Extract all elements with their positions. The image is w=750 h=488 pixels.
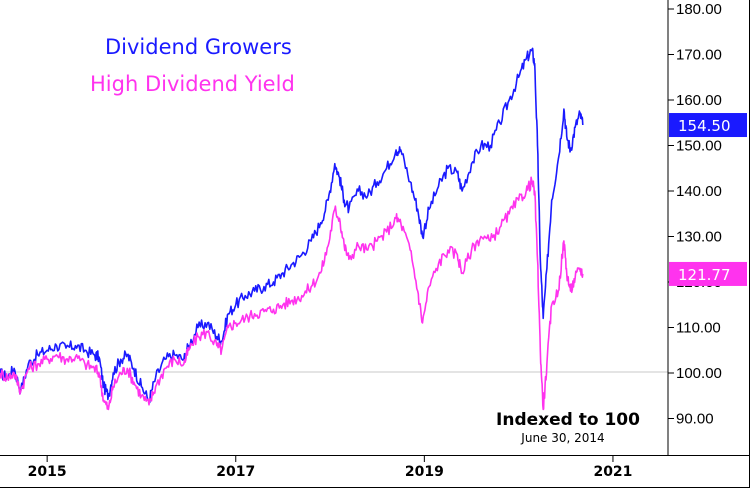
annotation-date: June 30, 2014 <box>520 431 604 445</box>
y-axis-ticks: 180.00170.00160.00150.00140.00130.00120.… <box>668 1 722 428</box>
y-tick-label: 110.00 <box>676 320 721 337</box>
x-tick-label: 2019 <box>405 464 444 480</box>
x-tick-label: 2017 <box>216 464 255 480</box>
last-value-tag-dividend-growers: 154.50 <box>669 113 747 138</box>
x-tick-label: 2015 <box>28 464 67 480</box>
last-value-tag-box <box>669 113 747 138</box>
last-value-tag-box <box>669 261 747 286</box>
last-value-tags: 154.50 121.77 <box>669 113 747 286</box>
annotation-indexed: Indexed to 100 <box>496 410 640 430</box>
last-value-tag-high-dividend-yield: 121.77 <box>669 261 747 286</box>
y-tick-label: 160.00 <box>676 92 722 109</box>
x-tick-label: 2021 <box>593 464 632 480</box>
last-value-tag-label: 121.77 <box>678 266 731 284</box>
last-value-tag-label: 154.50 <box>678 117 731 135</box>
y-tick-label: 180.00 <box>676 1 722 18</box>
legend-label-dividend-growers: Dividend Growers <box>105 35 292 59</box>
x-axis-ticks: 2015 2017 2019 2021 <box>28 456 632 480</box>
y-tick-label: 150.00 <box>676 138 722 155</box>
y-tick-label: 170.00 <box>676 47 722 64</box>
y-tick-label: 90.00 <box>676 411 714 428</box>
series-layer <box>0 47 584 411</box>
legend-label-high-dividend-yield: High Dividend Yield <box>90 72 295 96</box>
y-tick-label: 140.00 <box>676 183 722 200</box>
series-line-high-dividend-yield <box>0 176 584 411</box>
series-line-dividend-growers <box>0 47 584 404</box>
y-tick-label: 130.00 <box>676 229 722 246</box>
y-tick-label: 100.00 <box>676 365 722 382</box>
